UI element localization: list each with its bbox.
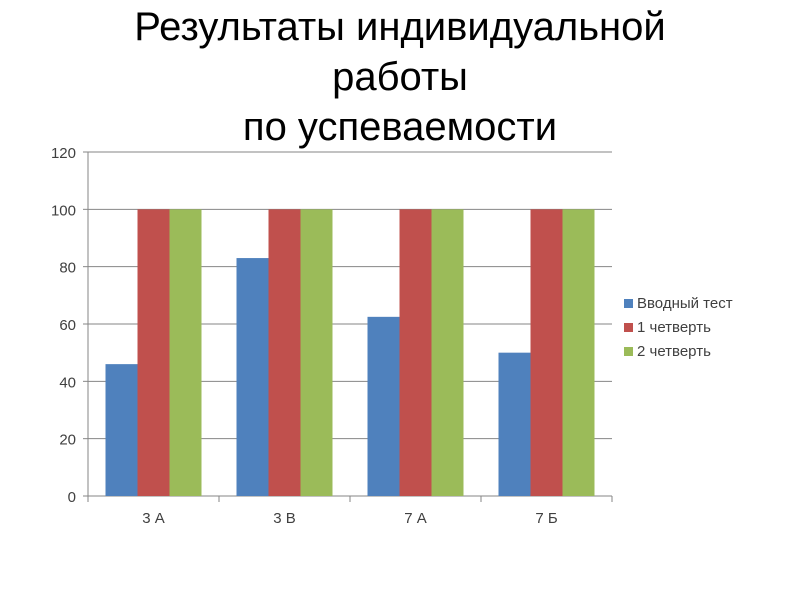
y-tick-label: 0 [68, 489, 76, 506]
slide-title: Результаты индивидуальной работы по успе… [0, 2, 800, 152]
bar [498, 352, 531, 496]
title-line-2: работы [332, 55, 468, 99]
legend-swatch [624, 323, 633, 332]
y-tick-label: 20 [59, 432, 76, 449]
bar [530, 209, 563, 497]
x-category-label: 3 В [273, 510, 296, 527]
legend-swatch [624, 347, 633, 356]
y-tick-label: 120 [51, 145, 76, 162]
bar [137, 209, 170, 497]
legend-label: 1 четверть [637, 319, 711, 336]
legend-label: Вводный тест [637, 295, 733, 312]
title-line-1: Результаты индивидуальной [134, 5, 666, 49]
bar [399, 209, 432, 497]
bar [367, 316, 400, 496]
bar [169, 209, 202, 497]
x-category-label: 3 А [142, 510, 165, 527]
bar [431, 209, 464, 497]
bar [268, 209, 301, 497]
y-tick-label: 40 [59, 374, 76, 391]
legend-swatch [624, 299, 633, 308]
legend-label: 2 четверть [637, 343, 711, 360]
y-tick-label: 60 [59, 317, 76, 334]
y-tick-label: 80 [59, 260, 76, 277]
y-tick-label: 100 [51, 202, 76, 219]
bar [105, 364, 138, 496]
x-category-label: 7 А [404, 510, 427, 527]
bar [562, 209, 595, 497]
bar [236, 258, 269, 496]
x-category-label: 7 Б [535, 510, 558, 527]
bar [300, 209, 333, 497]
title-line-3: по успеваемости [242, 105, 558, 149]
